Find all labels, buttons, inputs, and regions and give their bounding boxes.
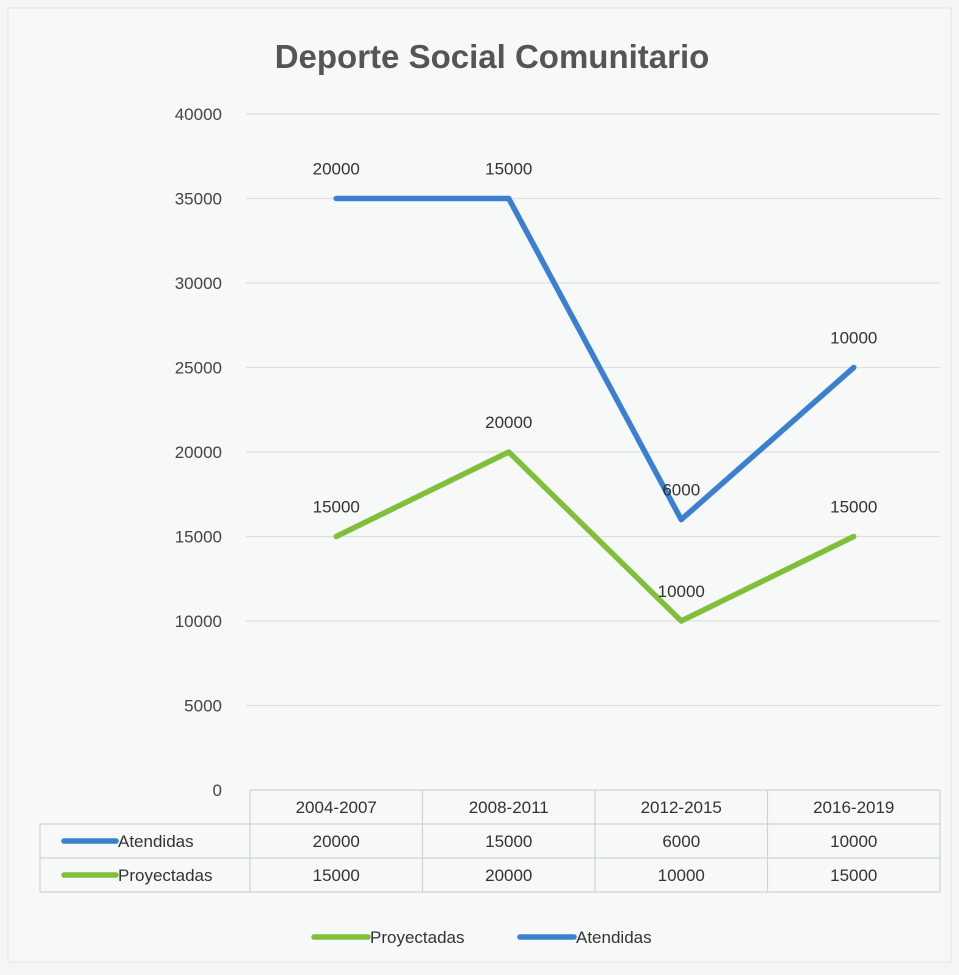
y-tick-label: 20000 xyxy=(175,443,222,462)
chart-area-background xyxy=(7,7,952,963)
data-label-atendidas: 20000 xyxy=(313,160,360,179)
table-cell: 20000 xyxy=(313,832,360,851)
data-label-proyectadas: 15000 xyxy=(830,498,877,517)
table-row-label-atendidas: Atendidas xyxy=(118,832,194,851)
y-axis: 0 5000 10000 15000 20000 25000 30000 35000 40000 xyxy=(175,105,222,800)
legend-item-atendidas: Atendidas xyxy=(517,928,652,947)
table-cell: 15000 xyxy=(830,866,877,885)
chart-title: Deporte Social Comunitario xyxy=(275,38,710,75)
data-label-proyectadas: 20000 xyxy=(485,413,532,432)
x-tick-label: 2004-2007 xyxy=(296,798,377,817)
series-line-proyectadas xyxy=(333,449,857,624)
table-cell: 15000 xyxy=(313,866,360,885)
y-tick-label: 30000 xyxy=(175,274,222,293)
data-label-proyectadas: 15000 xyxy=(313,498,360,517)
y-tick-label: 5000 xyxy=(184,697,222,716)
table-cell: 15000 xyxy=(485,832,532,851)
data-label-atendidas: 10000 xyxy=(830,329,877,348)
x-tick-label: 2008-2011 xyxy=(469,798,549,817)
table-row-label-proyectadas: Proyectadas xyxy=(118,866,213,885)
data-label-atendidas: 15000 xyxy=(485,160,532,179)
legend-label-atendidas: Atendidas xyxy=(576,928,652,947)
table-cell: 10000 xyxy=(658,866,705,885)
legend-label-proyectadas: Proyectadas xyxy=(370,928,465,947)
data-table: 2004-2007 2008-2011 2012-2015 2016-2019 Aten… xyxy=(39,789,941,893)
table-cell: 6000 xyxy=(662,832,700,851)
series-line-atendidas xyxy=(333,195,857,523)
y-tick-label: 25000 xyxy=(175,359,222,378)
table-cell: 20000 xyxy=(485,866,532,885)
x-tick-label: 2016-2019 xyxy=(813,798,894,817)
legend-item-proyectadas: Proyectadas xyxy=(311,928,465,947)
x-tick-label: 2012-2015 xyxy=(641,798,722,817)
data-label-atendidas: 6000 xyxy=(662,481,700,500)
y-tick-label: 10000 xyxy=(175,612,222,631)
data-labels: 20000 15000 6000 10000 15000 20000 10000 15000 xyxy=(313,160,878,602)
legend: Proyectadas Atendidas xyxy=(311,928,652,947)
y-tick-label: 35000 xyxy=(175,190,222,209)
y-tick-label: 40000 xyxy=(175,105,222,124)
y-tick-label: 15000 xyxy=(175,528,222,547)
series-lines xyxy=(333,195,857,624)
table-cell: 10000 xyxy=(830,832,877,851)
y-tick-label: 0 xyxy=(213,781,222,800)
data-label-proyectadas: 10000 xyxy=(658,582,705,601)
